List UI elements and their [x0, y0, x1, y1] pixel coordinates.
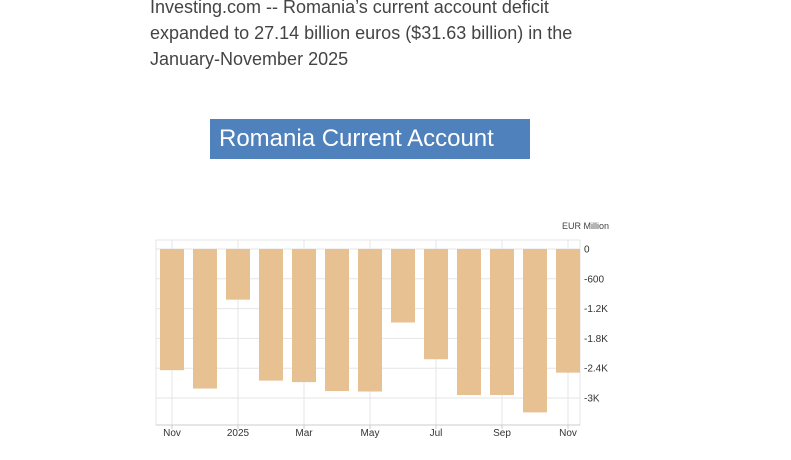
- bar-7: [358, 249, 382, 392]
- chart-axes: 0 -600 -1.2K -1.8K -2.4K -3K Nov 2025 Mar May Jul S…: [156, 245, 608, 439]
- unit-label: EUR Million: [562, 221, 609, 231]
- y-tick-label: -1.2K: [584, 304, 608, 315]
- bar-6: [325, 249, 349, 392]
- y-tick-label: -3K: [584, 394, 600, 405]
- bar-5: [292, 249, 316, 383]
- bar-2: [193, 249, 217, 389]
- chart-title: Romania Current Account: [210, 119, 530, 159]
- y-tick-label: -2.4K: [584, 364, 608, 375]
- y-tick-label: -600: [584, 274, 604, 285]
- bar-8: [391, 249, 415, 323]
- bar-3: [226, 249, 250, 300]
- bar-1: [160, 249, 184, 371]
- article-text: Investing.com -- Romania’s current accou…: [150, 0, 573, 69]
- bar-11: [490, 249, 514, 396]
- x-tick-label: Mar: [295, 428, 313, 439]
- bar-13: [556, 249, 580, 373]
- x-tick-label: Sep: [493, 428, 511, 439]
- bar-12: [523, 249, 547, 413]
- y-tick-label: 0: [584, 245, 590, 256]
- y-tick-label: -1.8K: [584, 334, 608, 345]
- bar-10: [457, 249, 481, 396]
- x-tick-label: Jul: [430, 428, 443, 439]
- x-tick-label: May: [361, 428, 380, 439]
- x-tick-label: Nov: [559, 428, 577, 439]
- chart-bars: [160, 249, 580, 413]
- bar-9: [424, 249, 448, 360]
- x-tick-label: 2025: [227, 428, 250, 439]
- x-tick-label: Nov: [163, 428, 181, 439]
- bar-4: [259, 249, 283, 381]
